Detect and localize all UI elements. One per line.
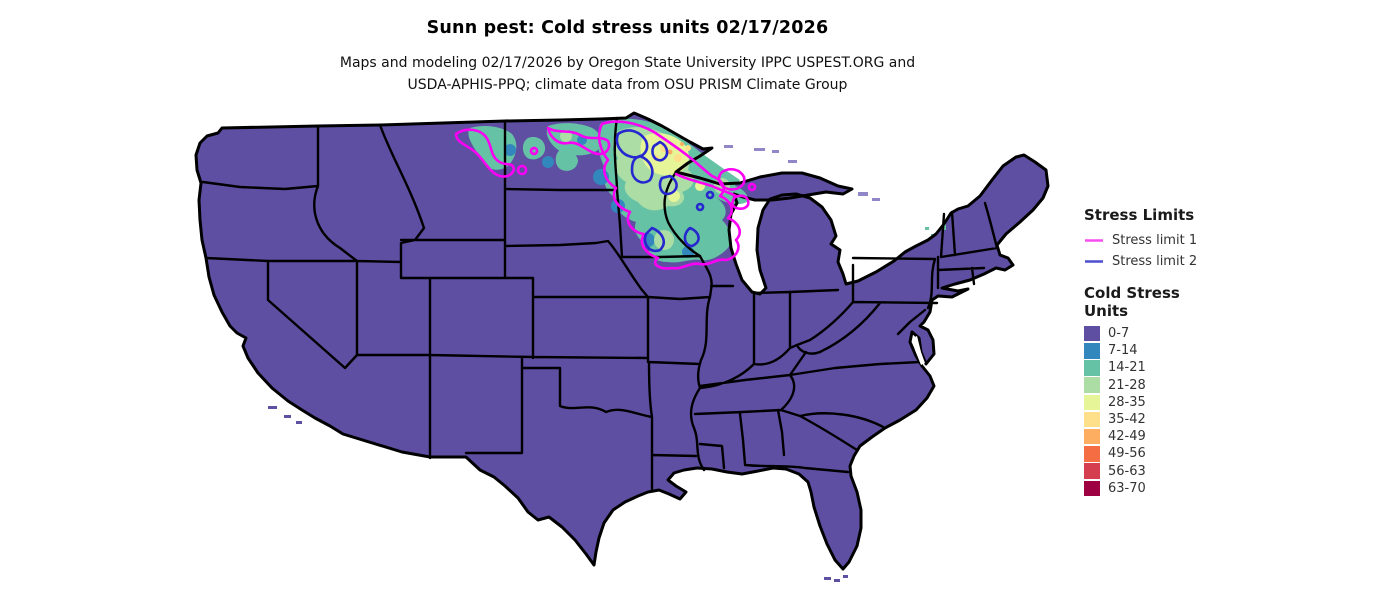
- class-swatch-56-63: [1084, 463, 1100, 479]
- subtitle-line-2: USDA-APHIS-PPQ; climate data from OSU PR…: [407, 77, 848, 93]
- class-swatch-21-28: [1084, 377, 1100, 393]
- color-class-row: 28-35: [1084, 394, 1384, 411]
- lake-superior-island: [788, 160, 797, 163]
- stress-field-blue: [542, 156, 554, 168]
- color-class-row: 0-7: [1084, 325, 1384, 342]
- class-swatch-0-7: [1084, 325, 1100, 342]
- class-label-14-21: 14-21: [1108, 360, 1146, 376]
- florida-keys-island: [843, 575, 848, 578]
- color-class-row: 35-42: [1084, 411, 1384, 428]
- color-class-row: 7-14: [1084, 342, 1384, 359]
- stress-limit-1-contour: [516, 146, 539, 176]
- class-swatch-35-42: [1084, 411, 1100, 428]
- class-swatch-63-70: [1084, 480, 1100, 497]
- class-label-56-63: 56-63: [1108, 463, 1146, 479]
- stress-field-ny-speck: [925, 227, 929, 230]
- class-label-49-56: 49-56: [1108, 446, 1146, 462]
- page-title: Sunn pest: Cold stress units 02/17/2026: [426, 18, 829, 38]
- stress-limit-2-label: Stress limit 2: [1112, 254, 1198, 269]
- class-swatch-49-56: [1084, 446, 1100, 462]
- class-label-0-7: 0-7: [1108, 326, 1130, 342]
- stress-field-ny-speck: [943, 222, 946, 230]
- stress-limit-2-contour: [695, 190, 715, 212]
- stress-field-paleyellow: [640, 133, 689, 176]
- stress-field-blue: [504, 144, 516, 156]
- stress-limit-2-contour: [643, 226, 665, 253]
- lake-huron-island: [858, 192, 868, 196]
- lake-superior-island: [772, 150, 779, 153]
- subtitle-line-1: Maps and modeling 02/17/2026 by Oregon S…: [339, 55, 916, 71]
- stress-limit-1-contour: [546, 126, 611, 156]
- stress-limit-1-contour: [730, 182, 757, 210]
- legend-stress-limit-2: Stress limit 2: [1084, 253, 1384, 270]
- stress-limit-1-contour: [674, 172, 738, 198]
- stress-field-yellow: [685, 145, 691, 151]
- stress-limit-1-contour: [454, 128, 516, 178]
- lake-superior-island: [754, 148, 765, 151]
- class-swatch-42-49: [1084, 428, 1100, 445]
- florida-keys-island: [834, 579, 840, 582]
- class-label-7-14: 7-14: [1108, 343, 1138, 359]
- lake-superior-island: [724, 145, 733, 148]
- class-label-21-28: 21-28: [1108, 377, 1146, 393]
- stress-limits-heading: Stress Limits: [1084, 206, 1195, 224]
- color-class-row: 49-56: [1084, 445, 1384, 462]
- class-label-28-35: 28-35: [1108, 394, 1146, 410]
- stress-field-nd-teal-2: [555, 149, 578, 171]
- class-label-35-42: 35-42: [1108, 412, 1146, 428]
- stress-field-yellow: [674, 154, 682, 162]
- stress-limit-1-contours: [454, 120, 757, 270]
- class-swatch-14-21: [1084, 360, 1100, 376]
- lake-huron-island: [872, 198, 880, 201]
- channel-island: [284, 415, 291, 418]
- color-class-row: 56-63: [1084, 463, 1384, 480]
- units-heading-line-2: Units: [1084, 302, 1129, 320]
- florida-keys-island: [824, 577, 831, 580]
- stress-limit-2-contour: [630, 154, 654, 184]
- stress-limit-1-contour: [717, 167, 746, 191]
- stress-limit-2-contour: [651, 140, 669, 162]
- units-heading-line-1: Cold Stress: [1084, 284, 1180, 302]
- stress-limit-2-contour: [615, 129, 649, 159]
- color-class-row: 14-21: [1084, 359, 1384, 376]
- stress-limit-1-contour: [597, 120, 741, 270]
- class-swatch-7-14: [1084, 343, 1100, 359]
- channel-island: [268, 406, 277, 409]
- legend: Stress Limits Stress limit 1 Stress limi…: [1084, 206, 1384, 497]
- channel-island: [296, 421, 302, 424]
- class-label-42-49: 42-49: [1108, 429, 1146, 445]
- stress-limit-2-contours: [615, 129, 715, 253]
- map-subtitle: Maps and modeling 02/17/2026 by Oregon S…: [0, 52, 1255, 96]
- color-class-row: 42-49: [1084, 428, 1384, 445]
- legend-stress-limit-1: Stress limit 1: [1084, 232, 1384, 249]
- stress-limit-1-line-swatch: [1085, 239, 1103, 242]
- state-borders: [201, 116, 999, 492]
- stress-field-orange: [680, 142, 684, 146]
- stress-limit-2-contour: [658, 174, 678, 196]
- title-block: Sunn pest: Cold stress units 02/17/2026 …: [0, 0, 1255, 96]
- class-swatch-28-35: [1084, 394, 1100, 411]
- stress-limit-2-line-swatch: [1085, 260, 1103, 263]
- stress-limit-1-label: Stress limit 1: [1112, 233, 1198, 248]
- class-label-63-70: 63-70: [1108, 480, 1146, 496]
- stress-limit-2-contour: [683, 226, 700, 248]
- stress-field-orange: [667, 149, 673, 155]
- color-class-row: 63-70: [1084, 480, 1384, 497]
- chesapeake-bay: [913, 336, 925, 365]
- color-class-row: 21-28: [1084, 377, 1384, 394]
- cold-stress-units-heading: Cold Stress Units: [1084, 284, 1384, 320]
- color-class-list: 0-7 7-14 14-21 21-28 28-35 35-42: [1084, 325, 1384, 497]
- islands: [268, 145, 880, 582]
